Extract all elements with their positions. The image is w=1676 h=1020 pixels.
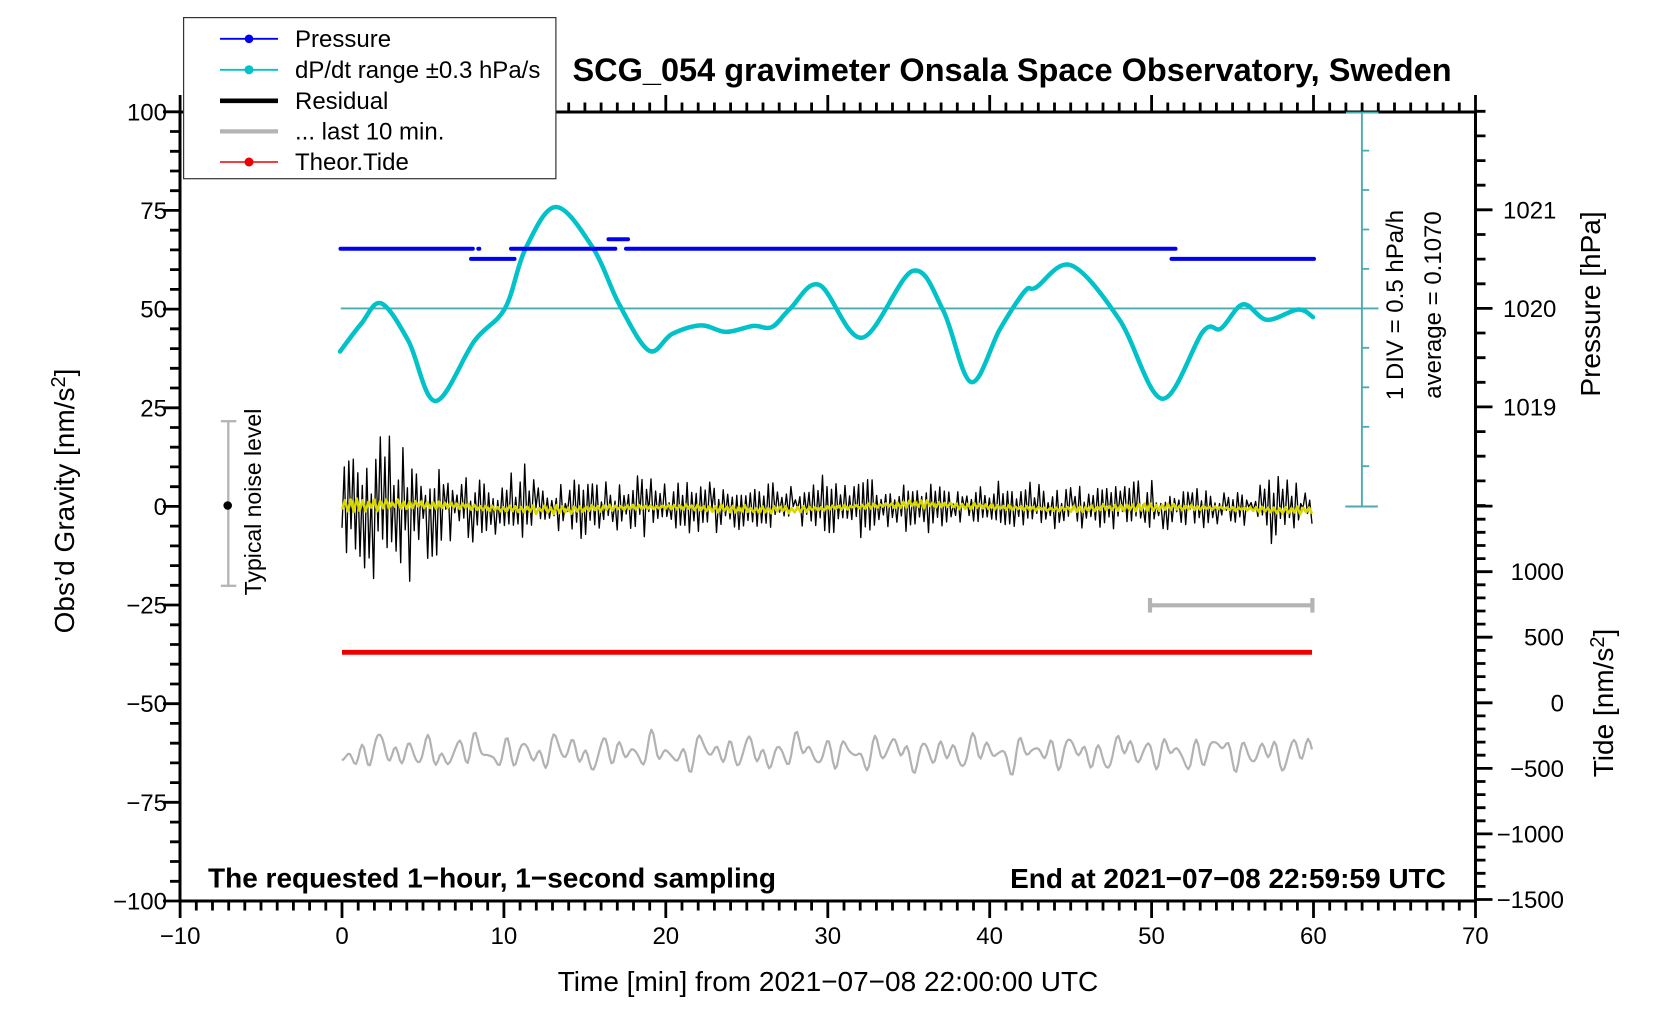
svg-text:End at 2021−07−08 22:59:59 UTC: End at 2021−07−08 22:59:59 UTC <box>1010 863 1446 894</box>
svg-text:−10: −10 <box>160 923 201 950</box>
svg-text:Obs’d Gravity [nm/s2]: Obs’d Gravity [nm/s2] <box>48 369 80 634</box>
svg-text:20: 20 <box>652 923 679 950</box>
svg-text:−1500: −1500 <box>1497 887 1564 914</box>
svg-text:0: 0 <box>154 494 167 521</box>
svg-text:1 DIV = 0.5 hPa/h: 1 DIV = 0.5 hPa/h <box>1382 210 1409 400</box>
svg-text:1021: 1021 <box>1503 197 1556 224</box>
svg-text:−1000: −1000 <box>1497 821 1564 848</box>
svg-text:60: 60 <box>1300 923 1327 950</box>
svg-text:... last 10 min.: ... last 10 min. <box>295 119 444 146</box>
svg-text:25: 25 <box>140 395 167 422</box>
svg-text:75: 75 <box>140 198 167 225</box>
svg-text:Theor.Tide: Theor.Tide <box>295 149 409 176</box>
svg-text:50: 50 <box>1138 923 1165 950</box>
svg-text:Typical noise level: Typical noise level <box>240 409 266 596</box>
svg-text:Pressure: Pressure <box>295 26 391 53</box>
svg-text:1000: 1000 <box>1511 559 1564 586</box>
svg-text:30: 30 <box>814 923 841 950</box>
svg-text:10: 10 <box>491 923 518 950</box>
svg-text:dP/dt range ±0.3 hPa/s: dP/dt range ±0.3 hPa/s <box>295 57 540 84</box>
svg-text:SCG_054 gravimeter Onsala Spac: SCG_054 gravimeter Onsala Space Observat… <box>572 52 1451 88</box>
svg-text:The requested 1−hour, 1−second: The requested 1−hour, 1−second sampling <box>208 863 776 894</box>
svg-text:50: 50 <box>140 297 167 324</box>
svg-text:−75: −75 <box>126 790 167 817</box>
svg-text:0: 0 <box>335 923 348 950</box>
svg-text:Tide [nm/s2]: Tide [nm/s2] <box>1587 629 1619 778</box>
svg-text:500: 500 <box>1524 625 1564 652</box>
svg-text:1019: 1019 <box>1503 395 1556 422</box>
svg-text:−100: −100 <box>113 889 167 916</box>
svg-text:Residual: Residual <box>295 88 388 115</box>
svg-text:−500: −500 <box>1510 756 1564 783</box>
svg-text:Time [min] from 2021−07−08 22:: Time [min] from 2021−07−08 22:00:00 UTC <box>558 966 1099 997</box>
svg-text:0: 0 <box>1551 690 1564 717</box>
svg-text:40: 40 <box>976 923 1003 950</box>
svg-text:Pressure [hPa]: Pressure [hPa] <box>1575 211 1606 396</box>
svg-text:70: 70 <box>1462 923 1489 950</box>
svg-text:1020: 1020 <box>1503 296 1556 323</box>
svg-text:average = 0.1070: average = 0.1070 <box>1420 211 1447 399</box>
svg-text:100: 100 <box>127 99 167 126</box>
svg-text:−25: −25 <box>126 593 167 620</box>
svg-text:−50: −50 <box>126 691 167 718</box>
